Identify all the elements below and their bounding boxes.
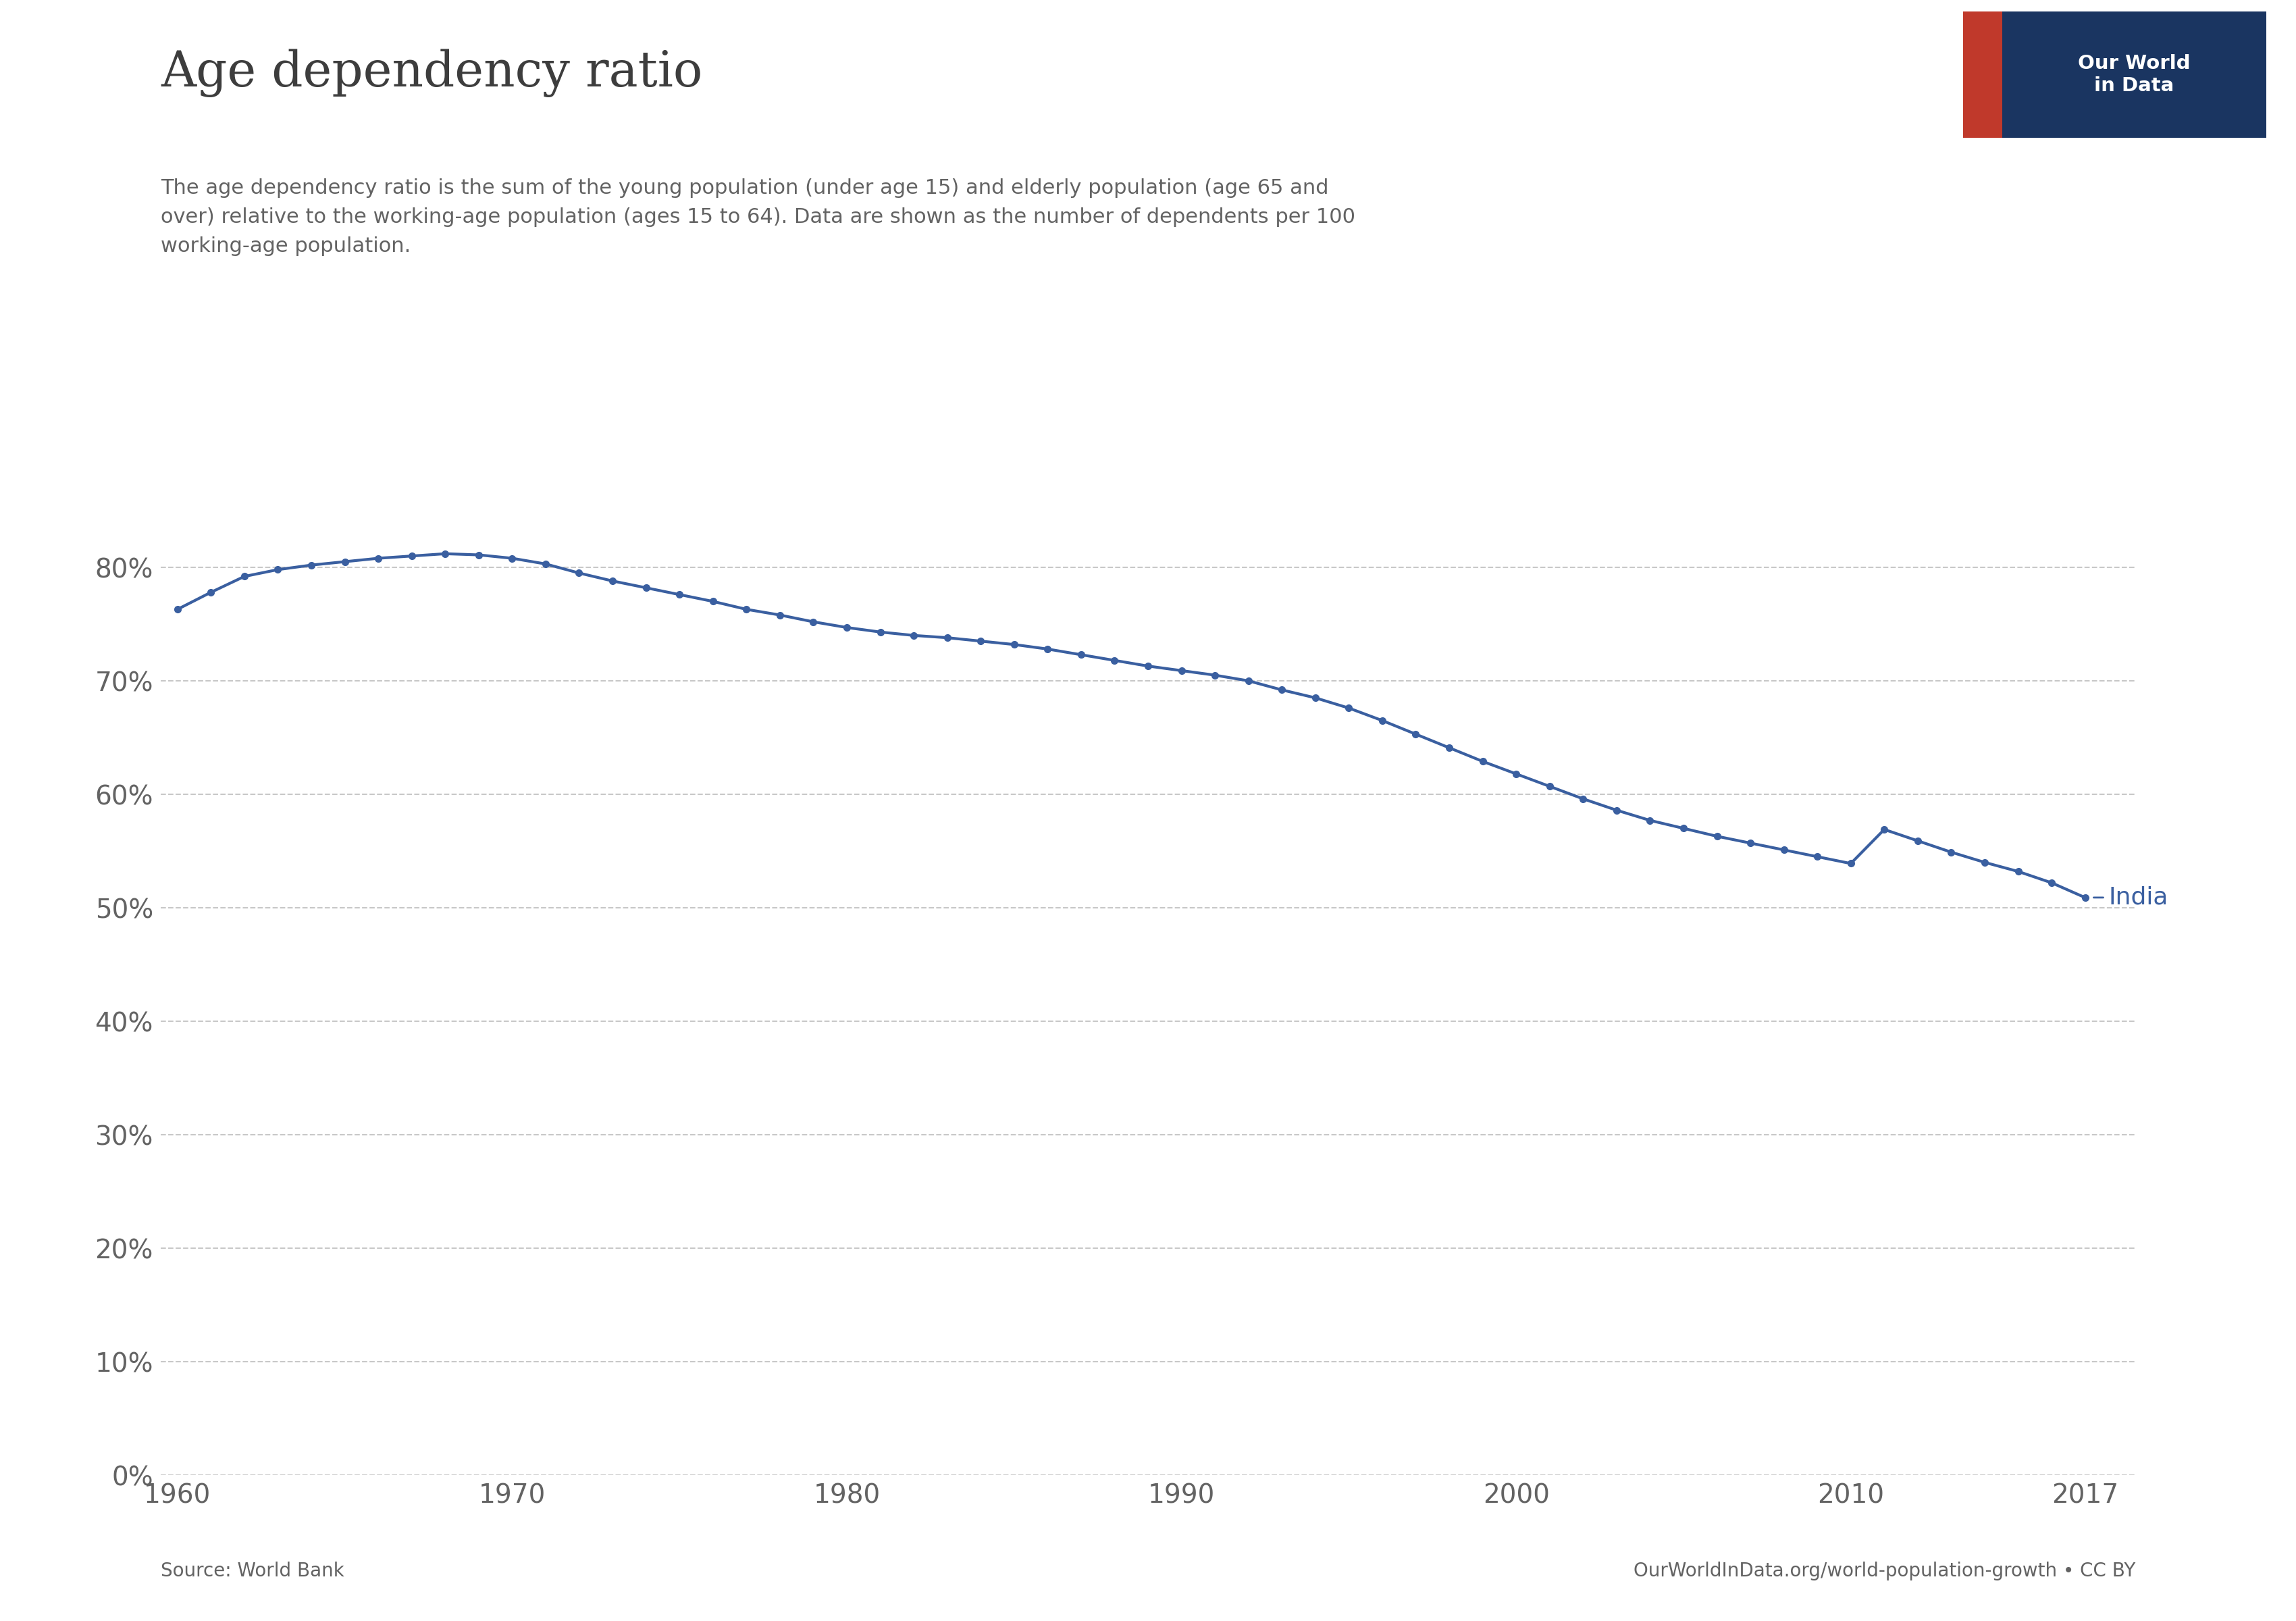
Text: Our World
in Data: Our World in Data (2078, 53, 2190, 96)
Text: The age dependency ratio is the sum of the young population (under age 15) and e: The age dependency ratio is the sum of t… (161, 178, 1355, 256)
Text: Age dependency ratio: Age dependency ratio (161, 49, 703, 97)
Text: Source: World Bank: Source: World Bank (161, 1561, 344, 1580)
Text: India: India (2108, 887, 2167, 909)
Text: OurWorldInData.org/world-population-growth • CC BY: OurWorldInData.org/world-population-grow… (1632, 1561, 2135, 1580)
